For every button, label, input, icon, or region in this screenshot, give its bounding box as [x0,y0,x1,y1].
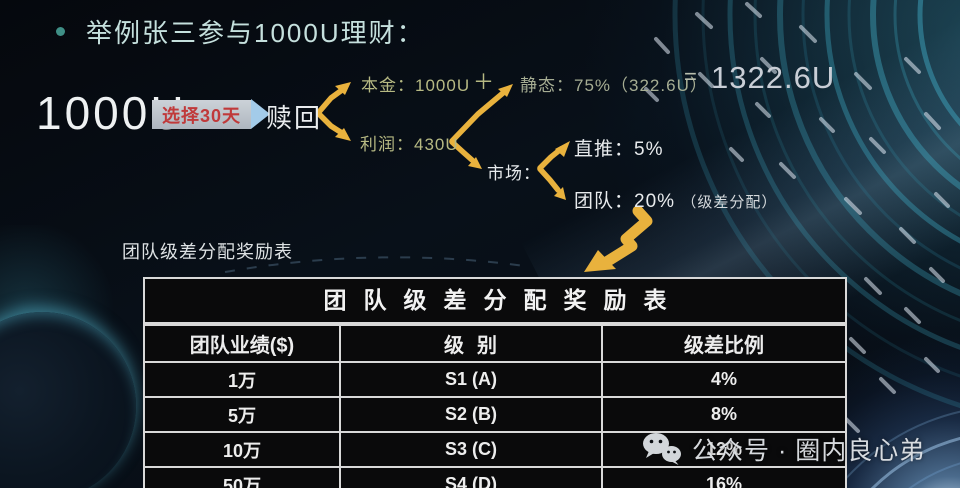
cell-ratio: 16% [601,466,845,488]
slide-heading: 举例张三参与1000U理财： [86,18,425,48]
cell-performance: 5万 [145,396,341,433]
duration-badge: 选择30天 [152,100,251,129]
cell-level: S1 (A) [339,361,603,398]
cell-performance: 10万 [145,431,341,468]
redeem-label: 赎回 [266,103,323,133]
flow-arrows-icon [316,87,564,193]
tech-arcs-icon [672,0,960,409]
direct-line: 直推：5% [574,139,664,160]
table-row: 1万 S1 (A) 4% [145,361,845,398]
table-caption: 团队级差分配奖励表 [122,242,293,262]
cell-ratio: 12% [601,431,845,468]
equals-sign: = [684,64,697,89]
reward-table: 团队级差分配奖励表 团队业绩($) 级别 级差比例 1万 S1 (A) 4% 5… [143,277,847,488]
table-row: 50万 S4 (D) 16% [145,466,845,488]
profit-line: 利润：430U [360,135,459,154]
watermark: 公众号 · 圈内良心弟 [641,431,925,467]
cell-level: S2 (B) [339,396,603,433]
col-header-performance: 团队业绩($) [145,324,341,363]
table-header-row: 团队业绩($) 级别 级差比例 [145,324,845,363]
big-arrow-icon [584,205,653,272]
total-amount: 1322.6U [711,60,836,95]
table-title: 团队级差分配奖励表 [145,279,845,324]
static-line: 静态：75%（322.6U） [520,76,708,95]
cell-performance: 1万 [145,361,341,398]
light-dashes-icon [644,2,950,433]
market-label: 市场： [487,164,541,183]
team-note: （级差分配） [681,194,778,211]
wechat-icon [643,433,681,465]
principal-line: 本金：1000U [361,76,471,95]
flow-arrowheads-icon [335,82,570,200]
badge-arrow-icon [251,99,270,129]
cell-ratio: 4% [601,361,845,398]
cell-ratio: 8% [601,396,845,433]
team-value: 团队：20% [574,191,676,212]
col-header-level: 级别 [339,324,603,363]
bullet-dot [56,27,65,36]
table-row: 10万 S3 (C) 12% [145,431,845,468]
cell-level: S4 (D) [339,466,603,488]
cell-level: S3 (C) [339,431,603,468]
watermark-text: 公众号 · 圈内良心弟 [692,437,926,465]
table-row: 5万 S2 (B) 8% [145,396,845,433]
plus-sign: ＋ [473,71,494,94]
cell-performance: 50万 [145,466,341,488]
team-line: 团队：20% （级差分配） [574,186,777,213]
col-header-ratio: 级差比例 [601,324,845,363]
